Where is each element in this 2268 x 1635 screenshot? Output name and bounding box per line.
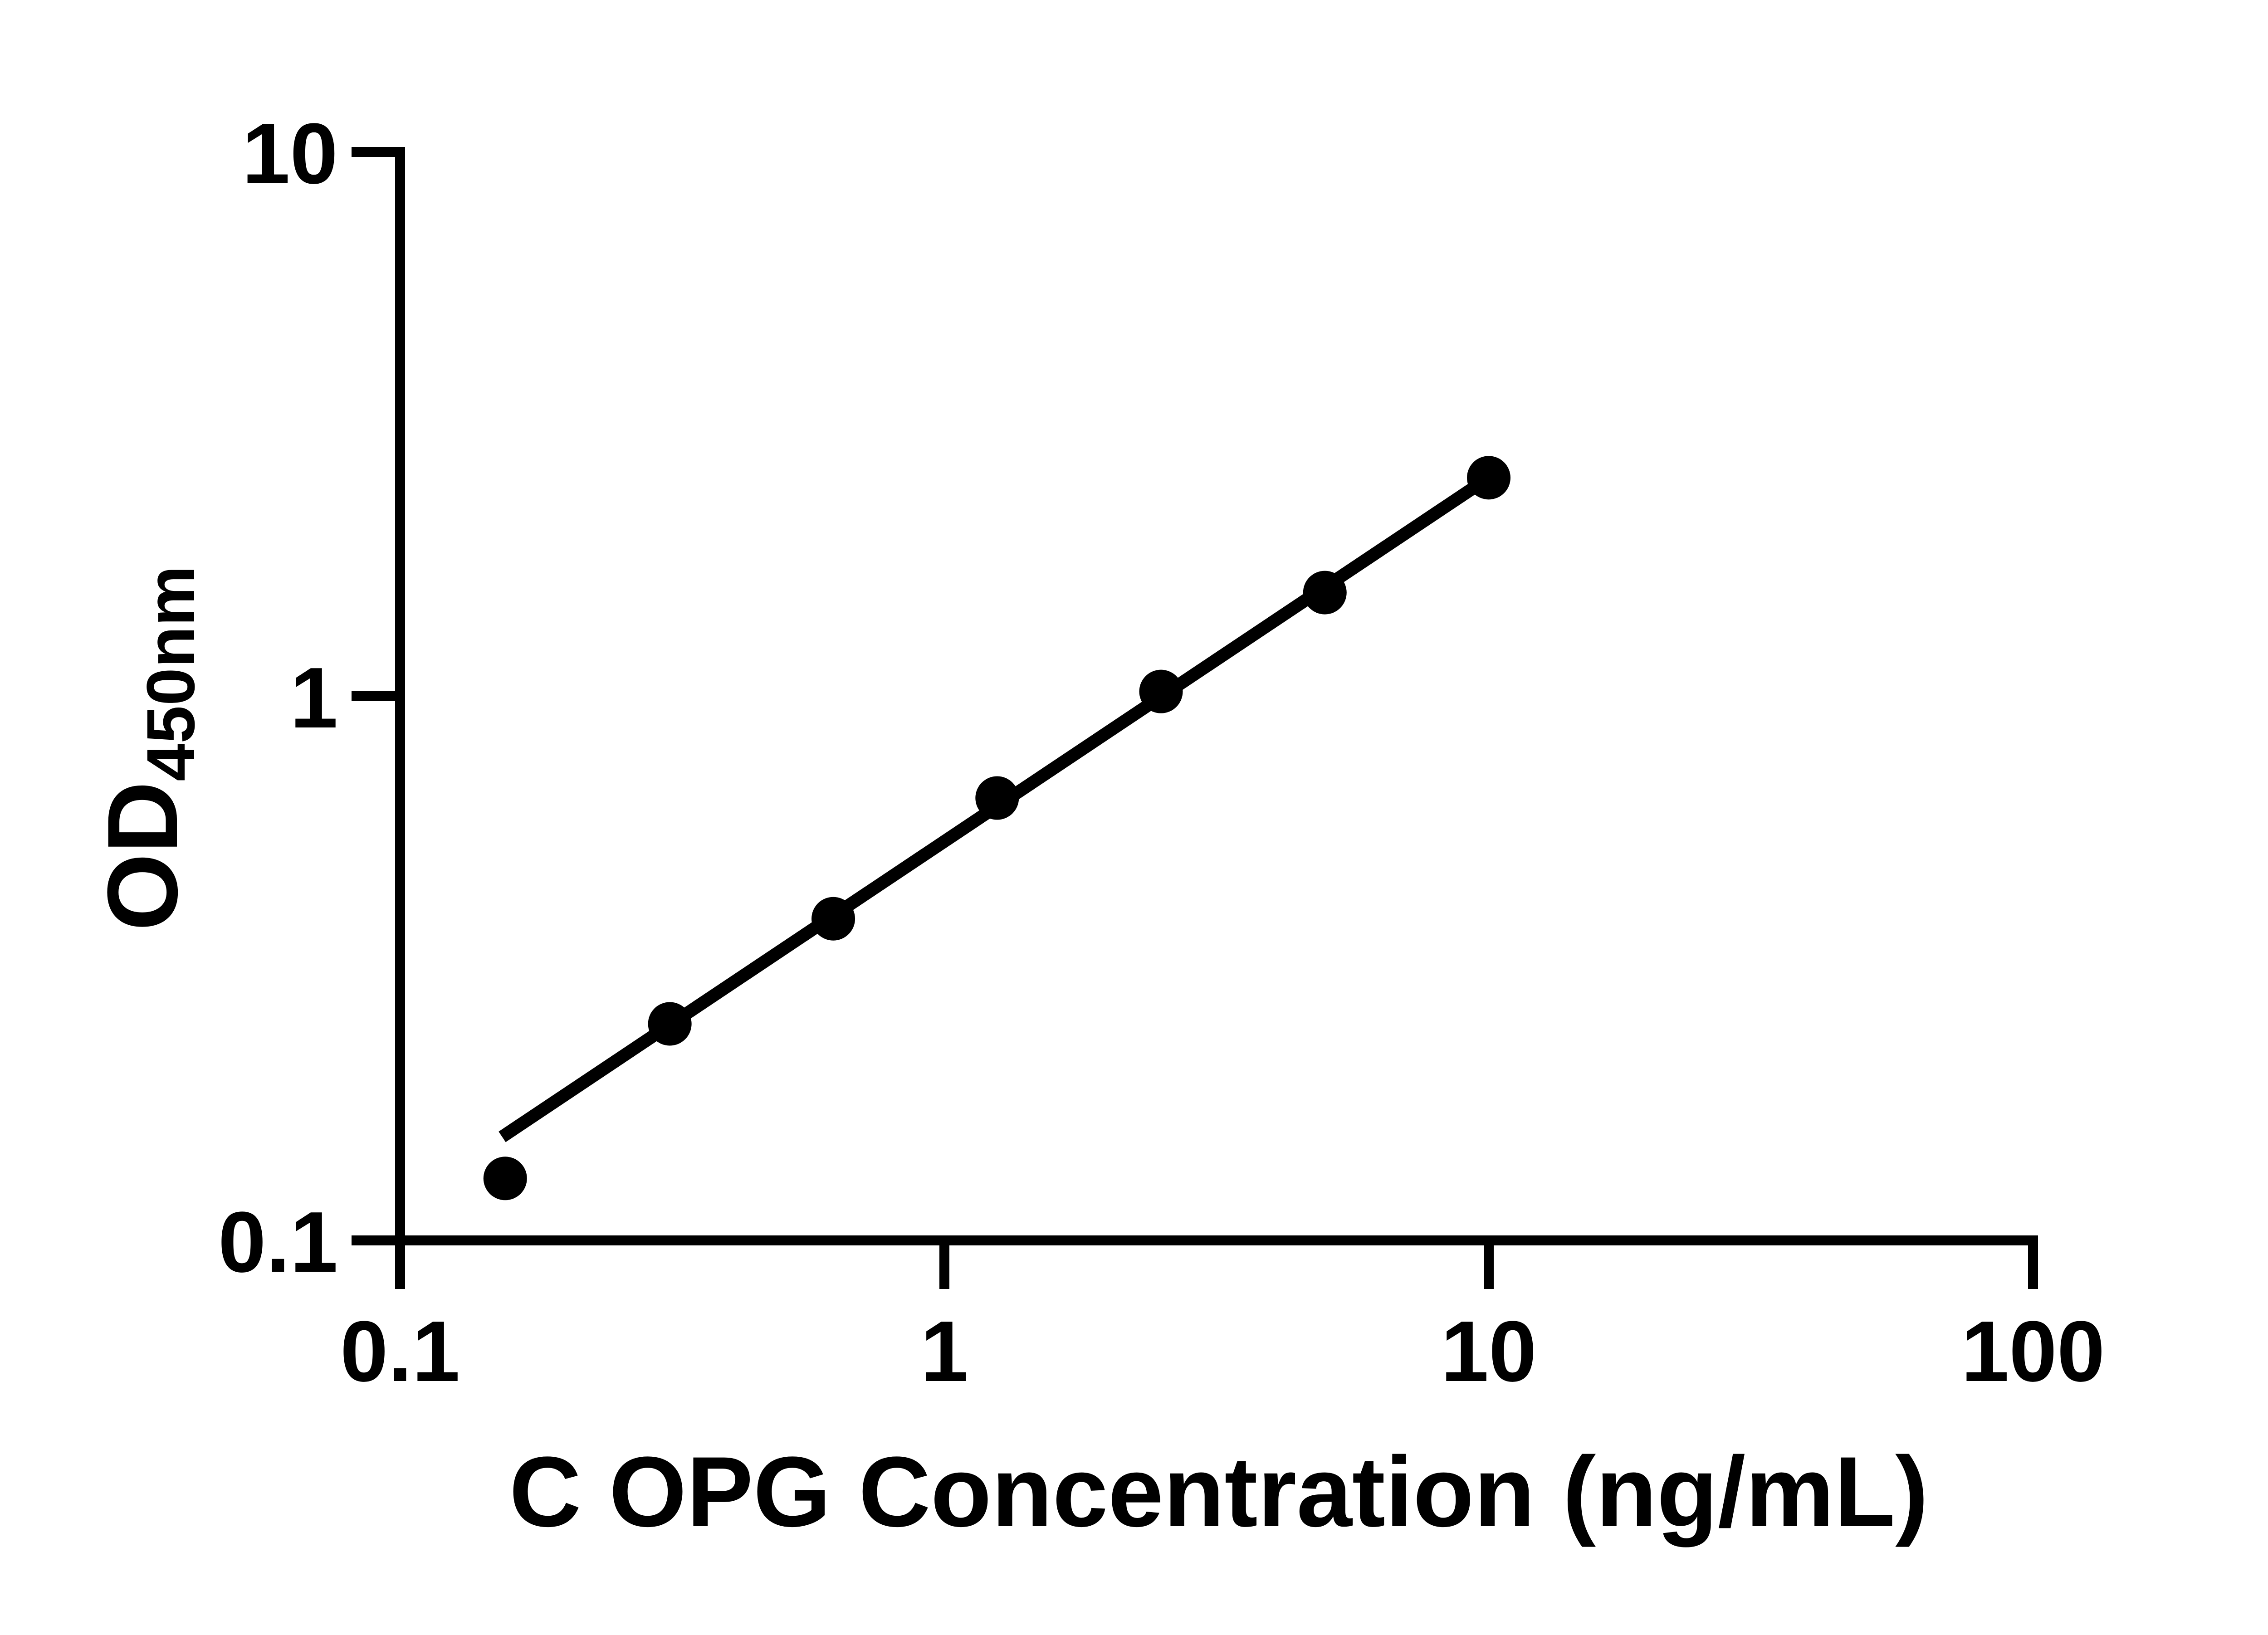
data-point — [483, 1157, 527, 1201]
x-axis-title: C OPG Concentration (ng/mL) — [509, 1436, 1929, 1547]
axes-layer — [395, 147, 2038, 1245]
x-tick-label: 0.1 — [340, 1303, 460, 1400]
y-axis-title: OD450nm — [87, 566, 209, 931]
y-tick-label: 10 — [242, 106, 338, 202]
tick-labels-layer: 0.1 1 10 0.1 1 10 100 — [218, 106, 2105, 1400]
data-point — [1303, 571, 1347, 615]
y-tick-label: 1 — [290, 650, 338, 746]
x-tick-label: 100 — [1961, 1303, 2105, 1400]
x-tick-label: 1 — [920, 1303, 968, 1400]
data-points-layer — [483, 456, 1510, 1201]
ticks-layer — [352, 147, 2038, 1289]
data-point — [1467, 456, 1510, 500]
data-point — [975, 776, 1019, 820]
data-point — [811, 897, 855, 941]
data-point — [648, 1002, 692, 1046]
x-tick-label: 10 — [1441, 1303, 1536, 1400]
data-point — [1139, 669, 1183, 713]
y-axis-title-main: OD — [87, 781, 198, 931]
y-tick-label: 0.1 — [218, 1194, 338, 1290]
y-axis-title-subscript: 450nm — [132, 566, 209, 781]
